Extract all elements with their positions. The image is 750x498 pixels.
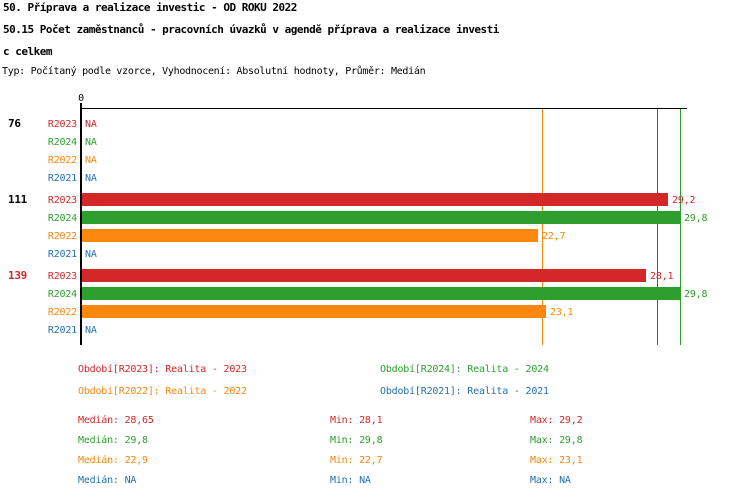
group-label: 76 [8, 117, 21, 130]
bar [82, 193, 668, 206]
bar [82, 269, 646, 282]
series-label: R2024 [47, 137, 77, 148]
x-axis-line [80, 108, 687, 109]
bar-value-label: 29,2 [672, 195, 696, 206]
bar [82, 305, 546, 318]
na-value-label: NA [85, 119, 97, 130]
legend-item-R2022: Období[R2022]: Realita - 2022 [78, 386, 247, 397]
series-label: R2022 [47, 307, 77, 318]
x-axis-zero-label: 0 [78, 93, 84, 104]
na-value-label: NA [85, 325, 97, 336]
na-value-label: NA [85, 137, 97, 148]
group-label: 139 [8, 269, 27, 282]
stat-max-R2021: Max: NA [530, 475, 571, 486]
stat-median-R2022: Medián: 22,9 [78, 455, 148, 466]
series-label: R2021 [47, 173, 77, 184]
stat-min-R2022: Min: 22,7 [330, 455, 383, 466]
stat-max-R2022: Max: 23,1 [530, 455, 583, 466]
series-label: R2023 [47, 119, 77, 130]
bar-value-label: 29,8 [684, 289, 708, 300]
na-value-label: NA [85, 155, 97, 166]
stat-min-R2023: Min: 28,1 [330, 415, 383, 426]
legend-item-R2021: Období[R2021]: Realita - 2021 [380, 386, 549, 397]
bar-value-label: 23,1 [550, 307, 574, 318]
stat-min-R2024: Min: 29,8 [330, 435, 383, 446]
series-label: R2021 [47, 249, 77, 260]
stat-median-R2024: Medián: 29,8 [78, 435, 148, 446]
na-value-label: NA [85, 173, 97, 184]
series-label: R2022 [47, 155, 77, 166]
bar [82, 287, 680, 300]
median-line-R2023 [657, 109, 658, 345]
stat-median-R2023: Medián: 28,65 [78, 415, 154, 426]
group-label: 111 [8, 193, 27, 206]
stat-min-R2021: Min: NA [330, 475, 371, 486]
stat-max-R2024: Max: 29,8 [530, 435, 583, 446]
y-axis-line [80, 103, 82, 345]
series-label: R2024 [47, 289, 77, 300]
series-label: R2023 [47, 271, 77, 282]
series-label: R2024 [47, 213, 77, 224]
series-label: R2021 [47, 325, 77, 336]
series-label: R2023 [47, 195, 77, 206]
stat-median-R2021: Medián: NA [78, 475, 137, 486]
report-title-line1: 50. Příprava a realizace investic - OD R… [3, 1, 297, 14]
stat-max-R2023: Max: 29,2 [530, 415, 583, 426]
median-line-R2024 [680, 109, 681, 345]
legend-item-R2024: Období[R2024]: Realita - 2024 [380, 364, 549, 375]
report-title-line3: c celkem [3, 45, 52, 58]
bar-value-label: 29,8 [684, 213, 708, 224]
median-line-R2022 [542, 109, 543, 345]
report-title-line2: 50.15 Počet zaměstnanců - pracovních úva… [3, 23, 499, 36]
bar [82, 211, 680, 224]
bar-value-label: 28,1 [650, 271, 674, 282]
report-meta-line: Typ: Počítaný podle vzorce, Vyhodnocení:… [2, 66, 426, 77]
na-value-label: NA [85, 249, 97, 260]
bar-value-label: 22,7 [542, 231, 566, 242]
bar [82, 229, 538, 242]
series-label: R2022 [47, 231, 77, 242]
legend-item-R2023: Období[R2023]: Realita - 2023 [78, 364, 247, 375]
